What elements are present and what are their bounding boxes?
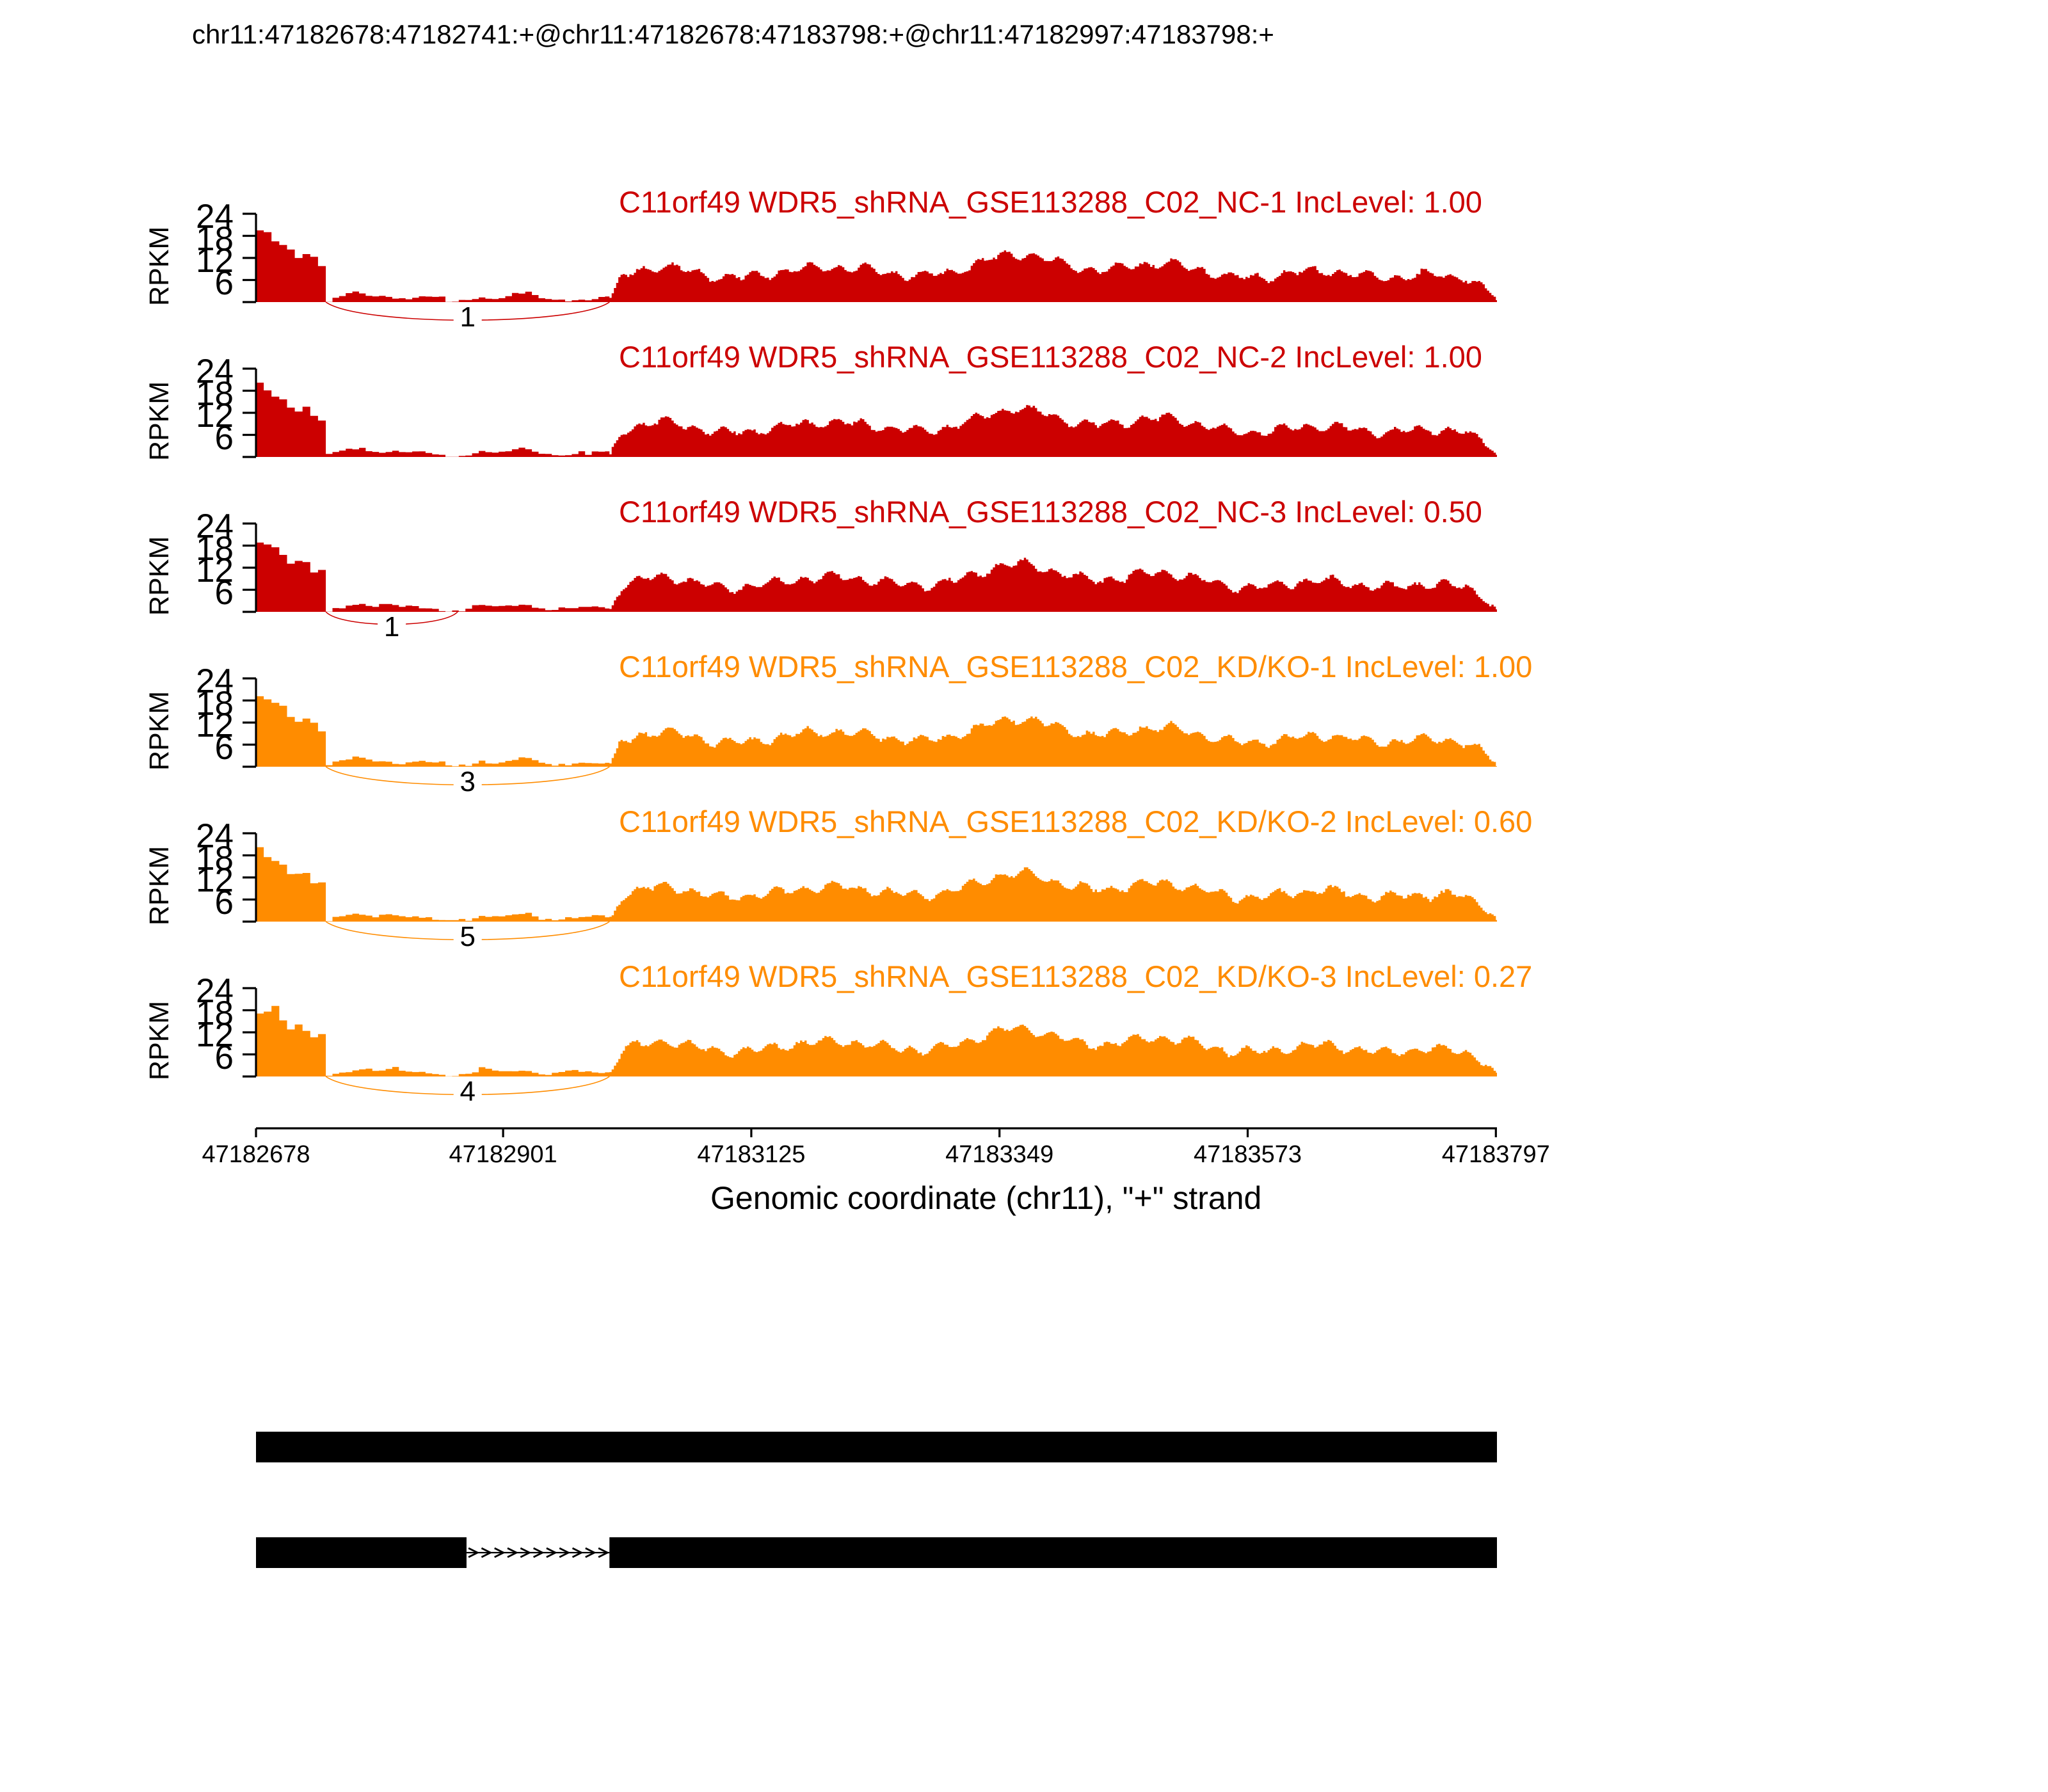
svg-text:4: 4 xyxy=(460,1076,475,1107)
svg-text:1: 1 xyxy=(384,611,399,643)
svg-text:1: 1 xyxy=(460,301,475,333)
svg-text:3: 3 xyxy=(460,766,475,797)
svg-text:5: 5 xyxy=(460,921,475,952)
